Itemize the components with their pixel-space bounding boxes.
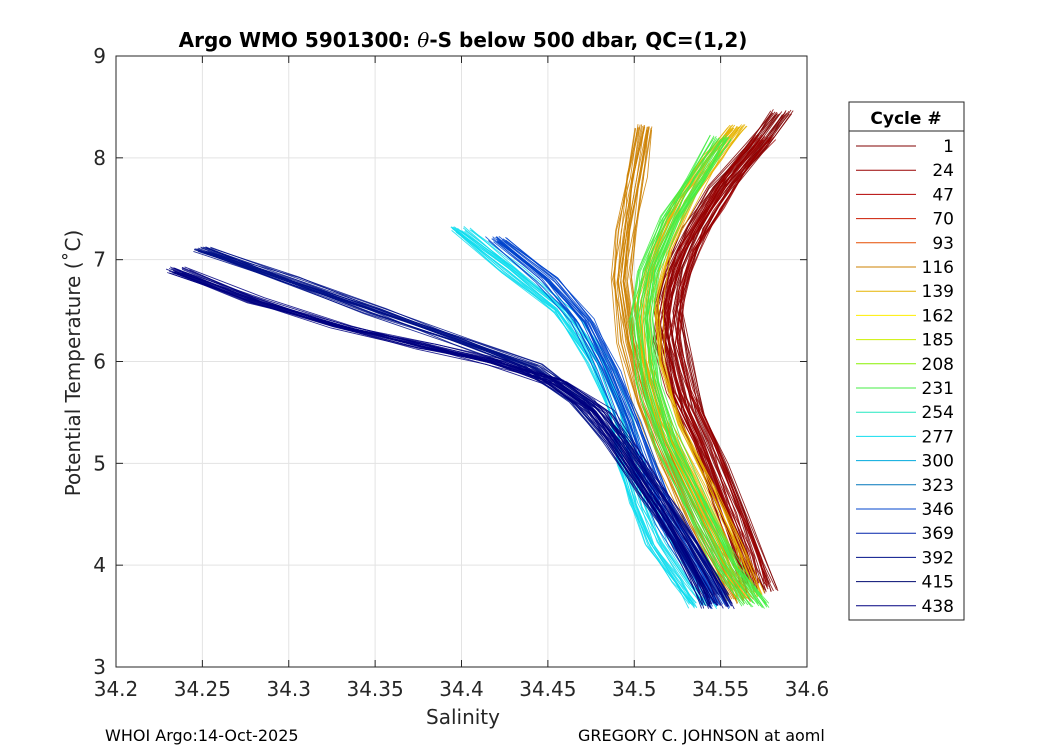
profile-line [456,229,697,604]
legend-entry-label: 47 [932,185,954,205]
chart-title: Argo WMO 5901300: θ-S below 500 dbar, QC… [179,28,748,52]
profile-line [454,229,694,605]
profile-line [639,140,754,604]
legend-entry-label: 208 [922,355,954,375]
profile-line [184,266,733,604]
legend-entry-label: 254 [922,403,954,423]
profile-line [662,125,765,593]
profile-line [656,124,762,596]
legend-entry-label: 70 [932,210,954,230]
profile-line [172,269,716,604]
x-tick-label: 34.6 [785,677,830,701]
profile-line [620,125,737,601]
legend-entry-label: 93 [932,234,954,254]
y-tick-label: 5 [93,451,106,475]
y-axis-label: Potential Temperature (˚C) [61,230,85,497]
profile-line [631,135,745,604]
x-tick-label: 34.2 [94,677,139,701]
profile-line [660,134,764,586]
profile-line [461,231,707,604]
profile-line [630,134,745,606]
profile-line [647,136,765,609]
legend-entry-label: 116 [922,258,954,278]
legend-entry-label: 277 [922,427,954,447]
legend-entry-label: 162 [922,306,954,326]
profile-line [637,127,738,596]
footer-source: WHOI Argo:14-Oct-2025 [105,726,299,745]
legend-entry-label: 300 [922,452,954,472]
legend-entry-label: 139 [922,282,954,302]
legend-entry-label: 323 [922,476,954,496]
legend-entry-label: 392 [922,548,954,568]
x-tick-label: 34.45 [519,677,576,701]
profile-line [197,248,705,595]
legend-entry-label: 346 [922,500,954,520]
profile-line [671,139,771,588]
x-tick-label: 34.5 [612,677,657,701]
profile-line [668,137,769,584]
y-tick-label: 8 [93,146,106,170]
curves [165,109,794,610]
y-tick-label: 3 [93,655,106,679]
x-axis-label: Salinity [426,705,500,729]
y-tick-label: 6 [93,350,106,374]
profile-line [169,272,711,605]
legend-entry-label: 369 [922,524,954,544]
legend-entry-label: 1 [943,137,954,157]
y-tick-label: 4 [93,553,106,577]
y-axis-ticks: 3 4 5 6 7 8 9 [93,44,807,679]
x-tick-label: 34.25 [174,677,231,701]
profile-line [614,128,730,603]
profile-line [652,139,770,608]
legend-title: Cycle # [870,109,941,129]
legend-entry-label: 185 [922,331,954,351]
legend-entry-label: 24 [932,161,954,181]
profile-line [171,268,710,609]
footer-author: GREGORY C. JOHNSON at aoml [578,726,825,745]
x-axis-ticks: 34.2 34.25 34.3 34.35 34.4 34.45 34.5 34.55 34.6 [94,56,830,701]
profile-line [679,136,772,583]
y-tick-label: 7 [93,248,106,272]
x-tick-label: 34.4 [439,677,484,701]
profile-line [181,272,729,607]
legend-entry-label: 415 [922,573,954,593]
profile-line [499,241,724,605]
y-tick-label: 9 [93,44,106,68]
profile-line [672,114,786,594]
x-tick-label: 34.3 [266,677,311,701]
x-tick-label: 34.55 [692,677,749,701]
profile-line [676,137,771,584]
legend-entry-label: 231 [922,379,954,399]
profile-line [616,124,731,601]
x-tick-label: 34.35 [346,677,403,701]
profile-line [644,137,764,608]
profile-line [646,139,766,605]
profile-line [165,268,705,609]
profile-line [636,137,750,606]
profile-line [612,126,732,602]
legend: Cycle # 1 24 47 70 93 116 139 162 185 208 231 254 27… [848,101,965,621]
legend-entries: 1 24 47 70 93 116 139 162 185 208 231 254 277 300 323 3… [856,137,954,617]
legend-entry-label: 438 [922,597,954,617]
